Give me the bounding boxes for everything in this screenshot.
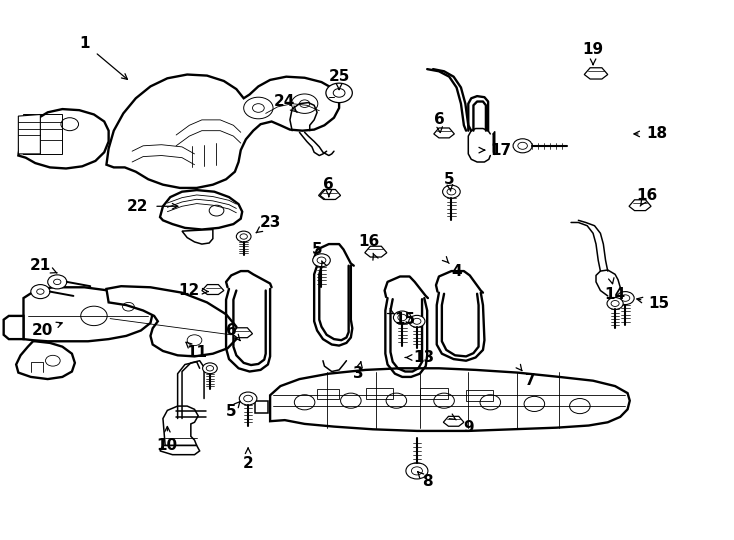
Text: 25: 25	[328, 69, 350, 84]
Circle shape	[617, 292, 634, 305]
Polygon shape	[160, 446, 200, 455]
Circle shape	[326, 83, 352, 103]
Circle shape	[513, 139, 532, 153]
Text: 5: 5	[444, 172, 454, 187]
Circle shape	[240, 234, 247, 239]
Polygon shape	[319, 190, 339, 199]
Circle shape	[447, 188, 456, 195]
Circle shape	[611, 300, 619, 307]
Circle shape	[621, 295, 630, 301]
Text: 2: 2	[243, 456, 253, 471]
Text: 6: 6	[226, 323, 236, 338]
Polygon shape	[23, 287, 153, 341]
Polygon shape	[270, 368, 630, 431]
Text: 8: 8	[422, 474, 432, 489]
Polygon shape	[18, 109, 109, 168]
Text: 9: 9	[463, 420, 473, 435]
Text: 4: 4	[451, 264, 462, 279]
Polygon shape	[584, 68, 608, 79]
Circle shape	[37, 289, 44, 294]
Polygon shape	[163, 406, 198, 445]
Text: 12: 12	[179, 283, 200, 298]
Text: 17: 17	[490, 143, 511, 158]
Polygon shape	[106, 75, 339, 188]
Text: 6: 6	[324, 177, 334, 192]
Text: 7: 7	[525, 373, 535, 388]
Circle shape	[48, 275, 67, 289]
Polygon shape	[255, 401, 268, 413]
Text: 1: 1	[79, 36, 90, 51]
Text: 19: 19	[583, 42, 603, 57]
Polygon shape	[202, 285, 224, 294]
Polygon shape	[443, 416, 464, 426]
Circle shape	[206, 366, 214, 371]
Polygon shape	[16, 341, 75, 379]
Circle shape	[54, 279, 61, 285]
Polygon shape	[182, 230, 213, 244]
Circle shape	[236, 231, 251, 242]
Circle shape	[31, 285, 50, 299]
Polygon shape	[232, 328, 252, 338]
Circle shape	[413, 318, 421, 324]
Circle shape	[313, 254, 330, 267]
Polygon shape	[4, 316, 23, 339]
Polygon shape	[160, 190, 242, 230]
Text: 22: 22	[127, 199, 149, 214]
Text: 14: 14	[605, 287, 625, 302]
Circle shape	[244, 395, 252, 402]
Text: 5: 5	[226, 404, 236, 419]
Circle shape	[239, 392, 257, 405]
Text: 6: 6	[434, 112, 444, 127]
Circle shape	[203, 363, 217, 374]
Text: 13: 13	[414, 350, 435, 365]
Text: 18: 18	[647, 126, 667, 141]
Circle shape	[406, 463, 428, 479]
Text: 24: 24	[274, 94, 296, 109]
Polygon shape	[434, 128, 454, 138]
Circle shape	[317, 257, 326, 264]
Text: 16: 16	[637, 188, 658, 203]
Circle shape	[443, 185, 460, 198]
Circle shape	[398, 314, 407, 321]
Circle shape	[411, 467, 422, 475]
Polygon shape	[365, 246, 387, 257]
Circle shape	[393, 311, 411, 324]
Polygon shape	[18, 114, 40, 154]
Polygon shape	[320, 190, 341, 199]
Polygon shape	[629, 200, 651, 211]
Text: 11: 11	[186, 345, 207, 360]
Polygon shape	[106, 286, 236, 356]
Text: 23: 23	[259, 215, 281, 230]
Text: 16: 16	[358, 234, 379, 249]
Text: 5: 5	[312, 242, 322, 257]
Circle shape	[517, 142, 527, 149]
Text: 10: 10	[157, 438, 178, 453]
Text: 15: 15	[395, 312, 415, 327]
Circle shape	[607, 298, 623, 309]
Text: 21: 21	[30, 258, 51, 273]
Circle shape	[409, 315, 425, 327]
Text: 20: 20	[32, 323, 54, 338]
Text: 3: 3	[353, 366, 363, 381]
Text: 15: 15	[649, 296, 669, 311]
